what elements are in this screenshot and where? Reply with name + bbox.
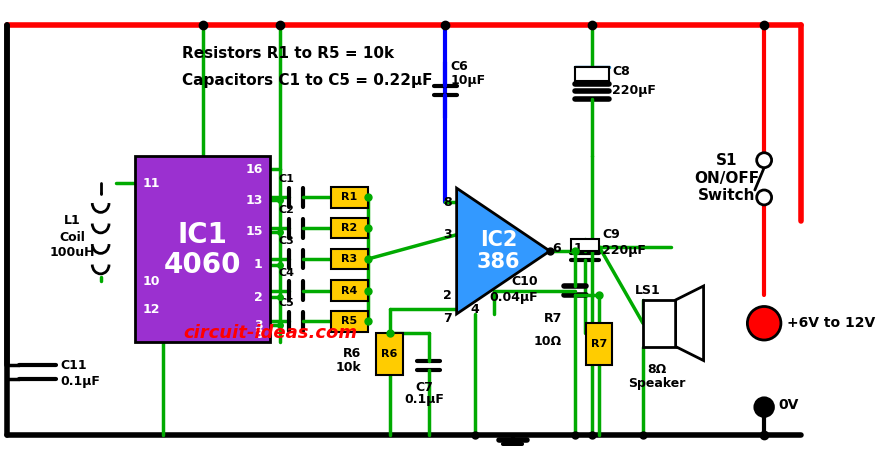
Text: 0.1μF: 0.1μF [61,375,100,388]
Bar [571,239,599,250]
Text: 0V: 0V [777,398,797,412]
Bar [135,156,270,342]
Text: 2: 2 [254,291,263,304]
Text: L1: L1 [64,214,81,227]
Text: 1: 1 [572,242,581,255]
Text: C8: C8 [612,65,630,78]
Text: C5: C5 [278,298,293,308]
Text: C7: C7 [414,381,433,394]
Bar [574,67,608,81]
Text: R6: R6 [343,347,361,360]
Text: 10k: 10k [335,361,361,374]
Text: 8: 8 [443,195,451,209]
Text: 0.04μF: 0.04μF [488,291,537,304]
Text: R2: R2 [341,223,357,233]
Text: Speaker: Speaker [628,377,685,390]
Text: C2: C2 [277,205,294,215]
Text: R1: R1 [341,193,357,202]
Bar [643,300,675,346]
Text: R7: R7 [590,339,607,349]
Text: 10: 10 [142,275,160,288]
Text: R7: R7 [543,312,561,325]
Text: 220μF: 220μF [612,84,655,97]
Text: 15: 15 [245,225,263,238]
Text: IC1: IC1 [177,221,227,249]
Text: C11: C11 [61,359,87,372]
Text: ON/OFF: ON/OFF [694,171,759,186]
Bar [330,187,368,208]
Text: Switch: Switch [697,188,755,203]
Text: 4: 4 [471,303,479,316]
Polygon shape [675,286,702,360]
Text: 13: 13 [245,194,263,207]
Text: 10Ω: 10Ω [533,335,561,348]
Text: 11: 11 [142,177,160,190]
Text: 8Ω: 8Ω [646,363,666,377]
Circle shape [754,398,773,416]
Text: 16: 16 [245,163,263,176]
Text: 10μF: 10μF [450,74,485,87]
Text: C3: C3 [278,236,293,246]
Bar [376,333,402,375]
Text: 0.1μF: 0.1μF [404,393,443,406]
Text: S1: S1 [716,152,737,168]
Text: Resistors R1 to R5 = 10k: Resistors R1 to R5 = 10k [182,46,393,61]
Text: 386: 386 [476,252,520,272]
Text: R5: R5 [341,316,357,326]
Text: C6: C6 [450,61,467,73]
Bar [330,311,368,332]
Text: 7: 7 [443,312,451,325]
Text: 4060: 4060 [164,251,241,280]
Text: 12: 12 [142,303,160,316]
Circle shape [756,153,771,168]
Text: C9: C9 [601,228,619,241]
Text: LS1: LS1 [634,284,659,297]
Bar [586,323,612,365]
Text: 3: 3 [254,319,263,332]
Text: Coil: Coil [60,231,85,244]
Text: C4: C4 [277,267,294,278]
Text: 100uH: 100uH [50,246,96,259]
Text: R6: R6 [381,348,397,359]
Bar [330,218,368,238]
Circle shape [756,190,771,205]
Text: 1: 1 [254,258,263,271]
Text: +6V to 12V: +6V to 12V [787,316,874,330]
Text: 8: 8 [254,328,263,341]
Bar [330,249,368,269]
Bar [330,280,368,301]
Text: Capacitors C1 to C5 = 0.22μF: Capacitors C1 to C5 = 0.22μF [182,73,432,88]
Text: 6: 6 [552,242,560,255]
Circle shape [746,306,780,340]
Text: IC2: IC2 [479,230,516,250]
Text: C1: C1 [277,175,294,184]
Text: R3: R3 [341,254,357,264]
Polygon shape [456,188,549,314]
Text: 220μF: 220μF [601,244,645,257]
Text: 2: 2 [443,289,451,302]
Text: R4: R4 [341,286,357,296]
Text: 3: 3 [443,228,451,241]
Text: C10: C10 [510,275,537,288]
Text: circuit-ideas.com: circuit-ideas.com [183,323,356,341]
